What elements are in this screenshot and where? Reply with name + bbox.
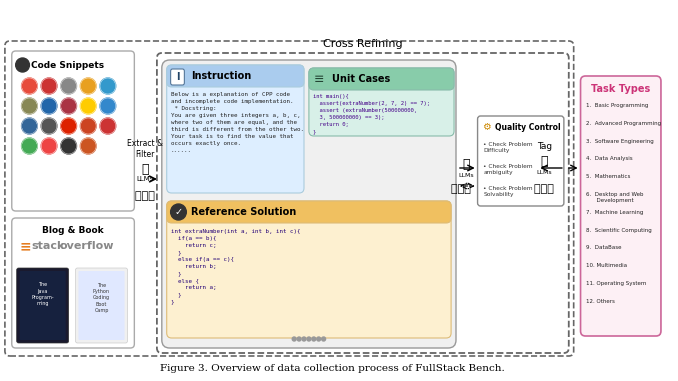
Circle shape xyxy=(100,98,116,114)
Text: Extract &
Filter: Extract & Filter xyxy=(127,139,163,159)
Circle shape xyxy=(312,337,316,341)
FancyBboxPatch shape xyxy=(5,41,574,356)
Text: LLMs: LLMs xyxy=(536,170,552,174)
Text: 🤖: 🤖 xyxy=(540,155,548,168)
Circle shape xyxy=(81,118,96,134)
Text: Cross Refining: Cross Refining xyxy=(323,39,403,49)
Text: Tag: Tag xyxy=(537,141,552,150)
FancyBboxPatch shape xyxy=(17,268,68,343)
Text: int extraNumber(int a, int b, int c){
  if(a == b){
    return c;
  }
  else if(: int extraNumber(int a, int b, int c){ if… xyxy=(171,229,300,304)
FancyBboxPatch shape xyxy=(12,218,134,348)
Circle shape xyxy=(16,58,29,72)
Text: Below is a explanation of CPP code
and incomplete code implementation.
 * Docstr: Below is a explanation of CPP code and i… xyxy=(171,92,304,153)
FancyBboxPatch shape xyxy=(167,201,451,338)
Circle shape xyxy=(81,98,96,114)
Text: Blog & Book: Blog & Book xyxy=(42,226,104,234)
Text: 🤖: 🤖 xyxy=(142,163,149,176)
Text: • Check Problem
ambiguity: • Check Problem ambiguity xyxy=(483,164,533,175)
FancyBboxPatch shape xyxy=(12,51,134,211)
Circle shape xyxy=(61,138,77,154)
Text: ≡: ≡ xyxy=(313,72,324,85)
Text: 10. Multimedia: 10. Multimedia xyxy=(586,263,628,268)
Text: 9.  DataBase: 9. DataBase xyxy=(586,245,622,250)
Circle shape xyxy=(41,78,57,94)
Circle shape xyxy=(81,78,96,94)
FancyBboxPatch shape xyxy=(20,271,66,340)
Text: Quality Control: Quality Control xyxy=(495,123,561,131)
Text: LLMs: LLMs xyxy=(136,176,154,182)
FancyBboxPatch shape xyxy=(477,116,564,206)
Text: 👨‍👩‍👧: 👨‍👩‍👧 xyxy=(534,184,554,194)
Circle shape xyxy=(61,78,77,94)
Text: 1.  Basic Programming: 1. Basic Programming xyxy=(586,103,649,108)
Circle shape xyxy=(307,337,311,341)
Text: 11. Operating System: 11. Operating System xyxy=(586,281,647,286)
Circle shape xyxy=(41,138,57,154)
FancyBboxPatch shape xyxy=(309,68,454,136)
Text: LLMs: LLMs xyxy=(458,173,474,178)
Text: I: I xyxy=(176,72,179,82)
Text: 4.  Data Analysis: 4. Data Analysis xyxy=(586,156,633,162)
Text: 7.  Machine Learning: 7. Machine Learning xyxy=(586,210,644,215)
Text: 👨‍👩‍👧: 👨‍👩‍👧 xyxy=(451,184,471,194)
Text: overflow: overflow xyxy=(60,241,115,251)
Circle shape xyxy=(100,118,116,134)
Text: 6.  Desktop and Web
      Development: 6. Desktop and Web Development xyxy=(586,192,644,203)
FancyBboxPatch shape xyxy=(309,68,454,90)
FancyBboxPatch shape xyxy=(75,268,127,343)
Circle shape xyxy=(41,98,57,114)
Circle shape xyxy=(171,204,186,220)
Circle shape xyxy=(22,98,37,114)
Circle shape xyxy=(22,118,37,134)
Text: 🤖: 🤖 xyxy=(462,157,470,171)
Text: stack: stack xyxy=(31,241,65,251)
FancyBboxPatch shape xyxy=(171,69,184,85)
FancyBboxPatch shape xyxy=(157,53,569,353)
Circle shape xyxy=(302,337,306,341)
Text: 5.  Mathematics: 5. Mathematics xyxy=(586,174,631,179)
FancyBboxPatch shape xyxy=(167,65,304,87)
Circle shape xyxy=(61,118,77,134)
Text: • Check Problem
Solvability: • Check Problem Solvability xyxy=(483,186,533,197)
FancyBboxPatch shape xyxy=(580,76,661,336)
Text: Instruction: Instruction xyxy=(191,71,252,81)
Circle shape xyxy=(22,138,37,154)
Text: int main(){
  assert(extraNumber(2, 7, 2) == 7);
  assert (extraNumber(500000000: int main(){ assert(extraNumber(2, 7, 2) … xyxy=(313,94,430,134)
FancyBboxPatch shape xyxy=(79,271,125,340)
Text: The
Java
Program-
ming: The Java Program- ming xyxy=(31,282,54,306)
FancyBboxPatch shape xyxy=(167,65,304,193)
Circle shape xyxy=(22,78,37,94)
Text: 8.  Scientific Computing: 8. Scientific Computing xyxy=(586,227,652,232)
FancyBboxPatch shape xyxy=(167,201,451,223)
Text: The
Python
Coding
Boot
Camp: The Python Coding Boot Camp xyxy=(93,283,110,313)
Text: 2.  Advanced Programming: 2. Advanced Programming xyxy=(586,121,662,126)
Circle shape xyxy=(297,337,301,341)
Text: 3.  Software Engineering: 3. Software Engineering xyxy=(586,139,654,144)
Text: • Check Problem
Difficulty: • Check Problem Difficulty xyxy=(483,142,533,153)
Text: ≡: ≡ xyxy=(20,239,31,253)
Text: ✓: ✓ xyxy=(174,207,182,217)
FancyBboxPatch shape xyxy=(162,60,456,348)
Text: 👨‍👩‍👦: 👨‍👩‍👦 xyxy=(135,191,155,201)
Circle shape xyxy=(317,337,321,341)
Text: ⚙: ⚙ xyxy=(482,122,491,132)
Circle shape xyxy=(321,337,325,341)
Text: Unit Cases: Unit Cases xyxy=(332,74,391,84)
Text: Figure 3. Overview of data collection process of FullStack Bench.: Figure 3. Overview of data collection pr… xyxy=(160,364,505,373)
Circle shape xyxy=(292,337,296,341)
Circle shape xyxy=(61,98,77,114)
Circle shape xyxy=(81,138,96,154)
Circle shape xyxy=(100,78,116,94)
Text: 12. Others: 12. Others xyxy=(586,299,616,304)
Text: Task Types: Task Types xyxy=(591,84,650,94)
Circle shape xyxy=(41,118,57,134)
Text: Reference Solution: Reference Solution xyxy=(191,207,296,217)
Text: Code Snippets: Code Snippets xyxy=(31,61,104,69)
